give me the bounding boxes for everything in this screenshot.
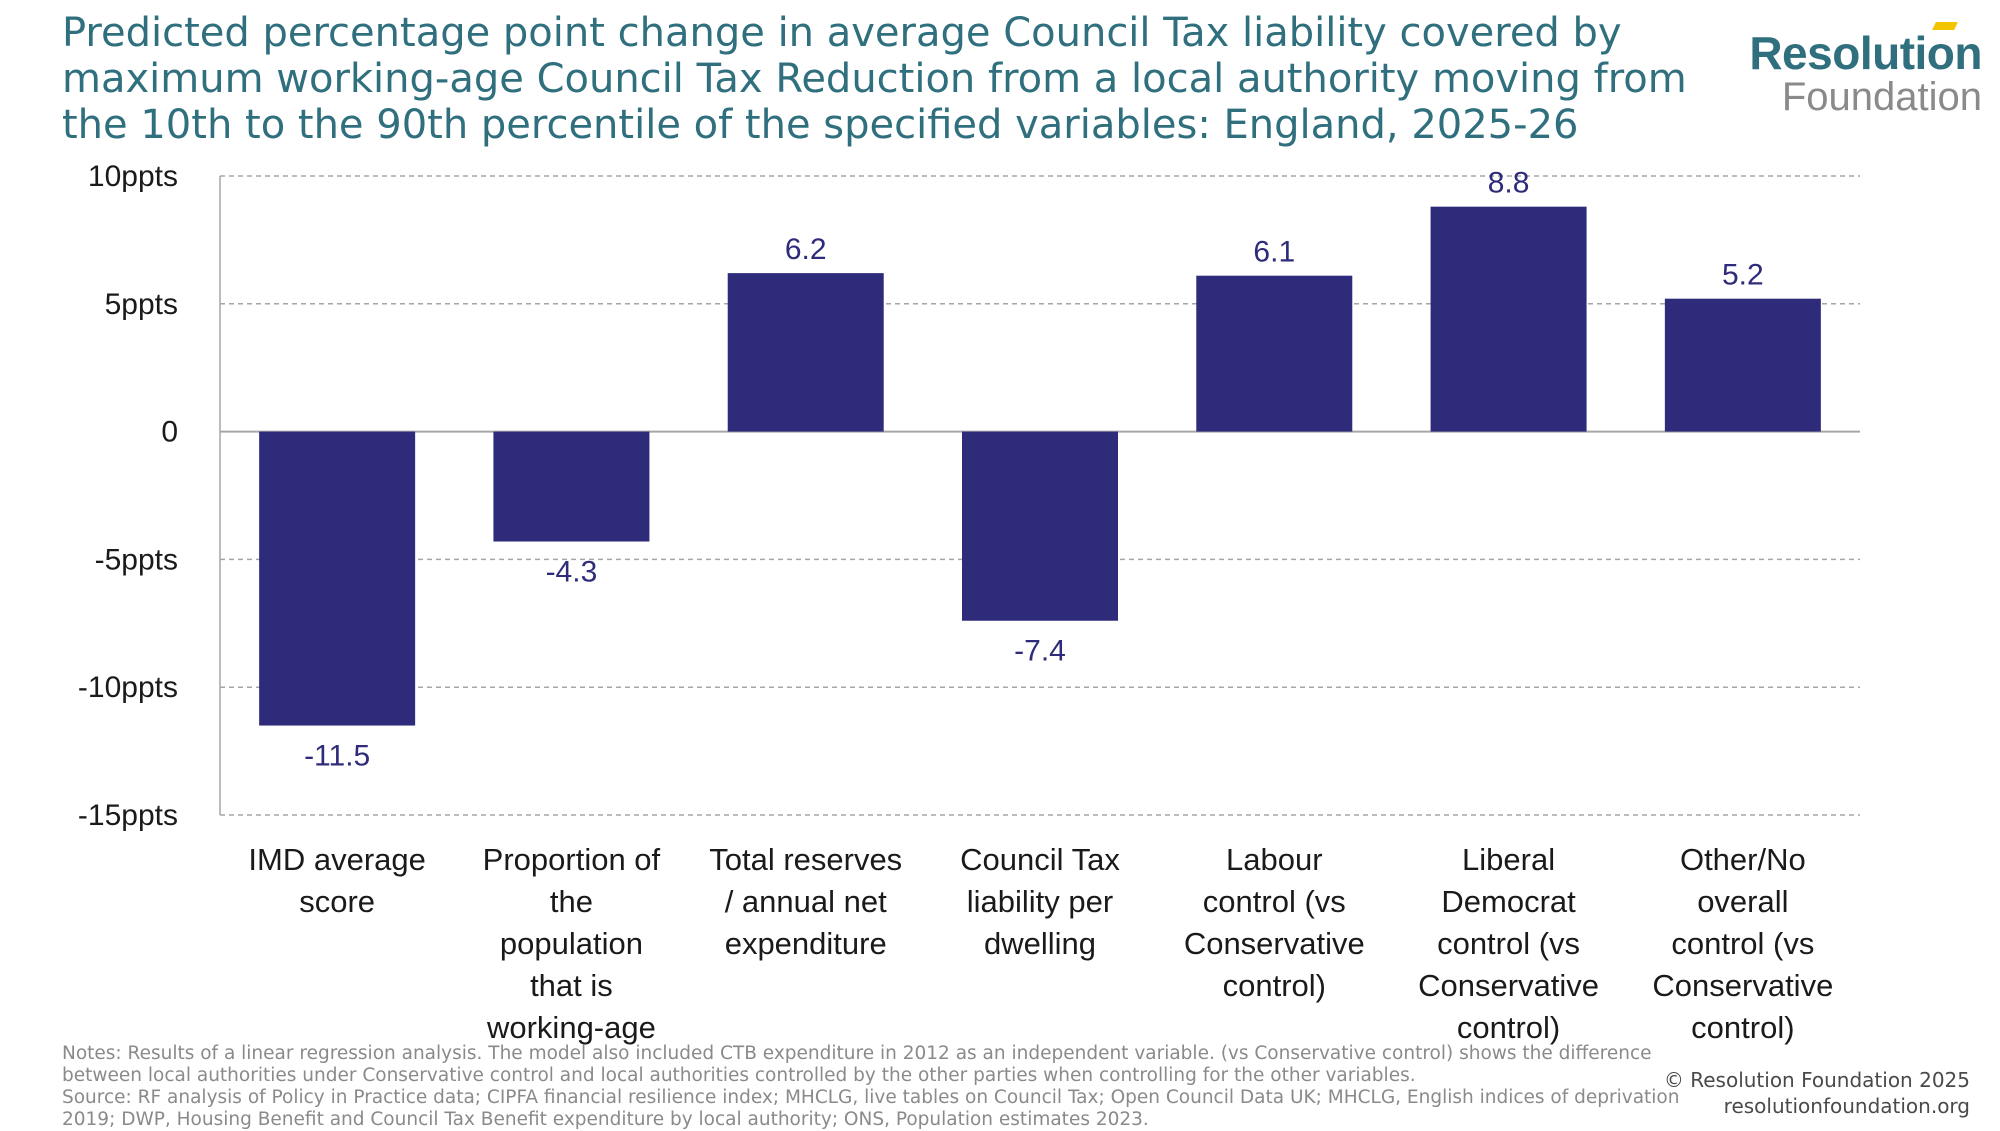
x-category-label-line: control) — [1457, 1010, 1560, 1045]
x-category-label-line: Labour — [1226, 842, 1323, 877]
x-category-label-line: Conservative — [1418, 968, 1599, 1003]
bar — [1196, 275, 1353, 432]
x-category-label: Labour control (vs Conservative control) — [1184, 842, 1365, 1003]
data-labels: -11.5 -4.3 6.2 -7.4 6.1 8.8 5.2 — [304, 167, 1764, 773]
bars — [259, 206, 1821, 726]
x-category-label: Total reserves / annual net expenditure — [709, 842, 902, 961]
x-category-label-line: Council Tax — [960, 842, 1120, 877]
x-category-label-line: Democrat — [1441, 884, 1576, 919]
x-category-label-line: control (vs — [1671, 926, 1814, 961]
data-label: -4.3 — [546, 556, 598, 589]
x-category-label-line: dwelling — [984, 926, 1096, 961]
x-category-label-line: Proportion of — [483, 842, 661, 877]
x-category-label: Liberal Democrat control (vs Conservative co… — [1418, 842, 1599, 1045]
y-tick-label: 5ppts — [105, 288, 178, 321]
x-category-label-line: score — [299, 884, 375, 919]
copyright-block: © Resolution Foundation 2025 resolutionf… — [1664, 1067, 1970, 1119]
copyright-text: © Resolution Foundation 2025 — [1663, 1068, 1970, 1092]
bar — [1430, 206, 1587, 432]
x-category-label-line: / annual net — [725, 884, 887, 919]
bar — [493, 431, 650, 542]
y-tick-label: -5ppts — [95, 543, 178, 576]
x-category-label-line: control) — [1691, 1010, 1794, 1045]
chart-notes: Notes: Results of a linear regression an… — [62, 1043, 1682, 1131]
logo-wordmark-resolution: Resolution — [1742, 22, 1982, 79]
x-category-label-line: population — [500, 926, 643, 961]
source-text: Source: RF analysis of Policy in Practic… — [62, 1087, 1680, 1130]
x-category-label-line: overall — [1697, 884, 1788, 919]
x-category-label-line: that is — [530, 968, 613, 1003]
y-tick-label: -10ppts — [78, 671, 178, 704]
x-category-label: Council Tax liability per dwelling — [960, 842, 1120, 961]
x-category-label-line: control) — [1223, 968, 1326, 1003]
x-category-label-line: Other/No — [1680, 842, 1806, 877]
logo-text-foundation: Foundation — [1781, 75, 1982, 119]
x-category-label-line: Liberal — [1462, 842, 1555, 877]
x-category-label-line: Conservative — [1184, 926, 1365, 961]
category-labels: IMD average score Proportion of the populati… — [248, 842, 1833, 1045]
x-category-label-line: expenditure — [725, 926, 887, 961]
x-category-label-line: the — [550, 884, 593, 919]
data-label: 6.1 — [1253, 236, 1295, 269]
data-label: -11.5 — [304, 740, 370, 773]
notes-text: Notes: Results of a linear regression an… — [62, 1043, 1652, 1086]
data-label: 8.8 — [1488, 167, 1530, 200]
x-category-label-line: IMD average — [248, 842, 425, 877]
resolution-foundation-logo: Resolution Foundation — [1742, 22, 1982, 119]
bar — [259, 431, 416, 726]
y-tick-label: 0 — [161, 416, 178, 449]
x-category-label: IMD average score — [248, 842, 425, 919]
data-label: -7.4 — [1014, 635, 1066, 668]
x-category-label: Other/No overall control (vs Conservative co… — [1652, 842, 1833, 1045]
data-label: 6.2 — [785, 233, 827, 266]
x-category-label-line: liability per — [967, 884, 1113, 919]
x-category-label-line: Total reserves — [709, 842, 902, 877]
data-label: 5.2 — [1722, 259, 1764, 292]
x-category-label-line: control (vs — [1437, 926, 1580, 961]
chart-title: Predicted percentage point change in ave… — [62, 10, 1687, 148]
bar — [1664, 298, 1821, 432]
y-tick-label: 10ppts — [88, 160, 178, 193]
x-category-label-line: Conservative — [1652, 968, 1833, 1003]
x-category-label: Proportion of the population that is working… — [483, 842, 661, 1045]
x-category-label-line: working-age — [486, 1010, 656, 1045]
website-link[interactable]: resolutionfoundation.org — [1723, 1094, 1970, 1118]
bar — [962, 431, 1118, 621]
logo-text-resolution: Resolution — [1749, 27, 1982, 79]
x-category-label-line: control (vs — [1203, 884, 1346, 919]
y-tick-label: -15ppts — [78, 799, 178, 832]
bar — [727, 273, 884, 432]
